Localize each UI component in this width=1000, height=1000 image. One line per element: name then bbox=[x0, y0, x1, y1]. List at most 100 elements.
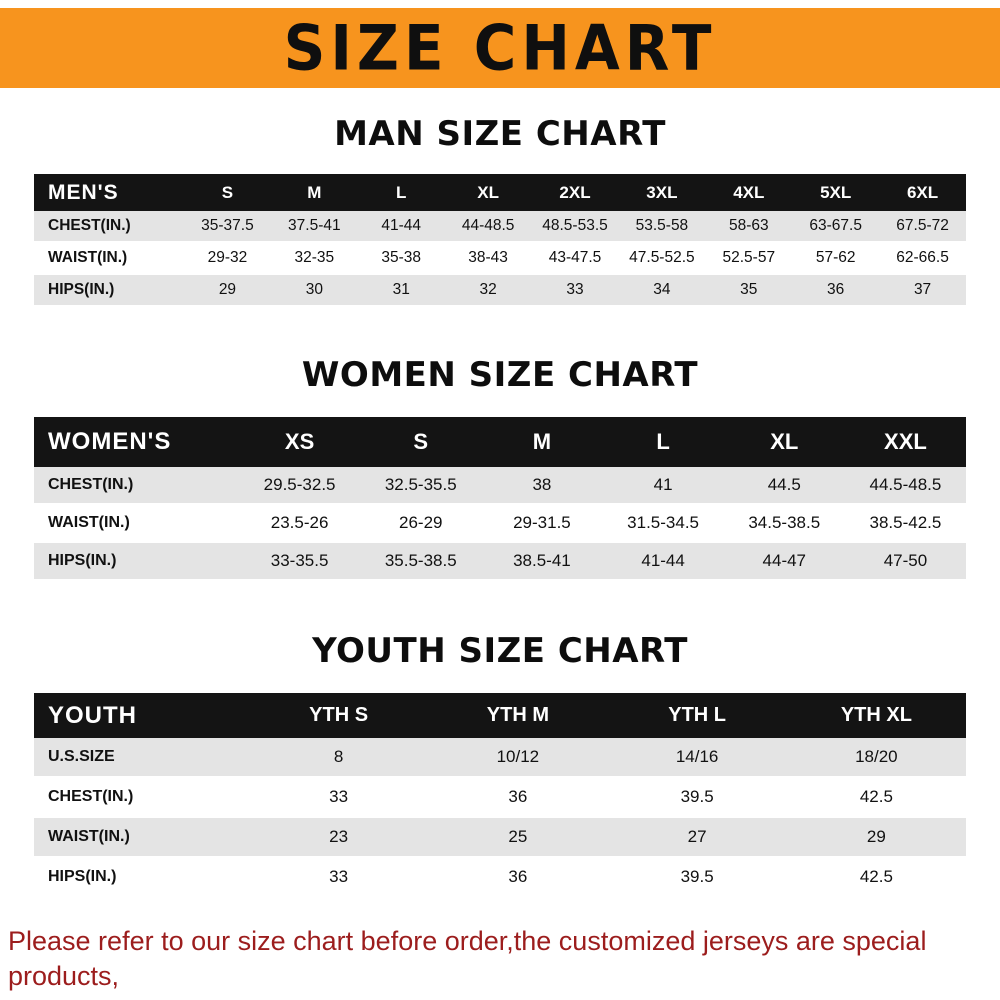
table-header-row: MEN'S S M L XL 2XL 3XL 4XL 5XL 6XL bbox=[34, 174, 966, 211]
size-value: 67.5-72 bbox=[896, 217, 949, 234]
size-value: 58-63 bbox=[728, 217, 769, 234]
row-label: HIPS(IN.) bbox=[48, 281, 115, 298]
table-corner-label: WOMEN'S bbox=[48, 428, 172, 455]
size-value: 10/12 bbox=[496, 747, 540, 766]
section-title: MAN SIZE CHART bbox=[334, 114, 666, 154]
column-header: M bbox=[532, 429, 552, 454]
size-value: 23.5-26 bbox=[270, 513, 329, 532]
section-title: WOMEN SIZE CHART bbox=[301, 355, 699, 395]
size-value: 39.5 bbox=[680, 787, 714, 806]
table-row: WAIST(IN.) 23 25 27 29 bbox=[34, 818, 966, 858]
size-value: 31.5-34.5 bbox=[627, 513, 700, 532]
size-value: 43-47.5 bbox=[548, 249, 602, 266]
size-value: 29 bbox=[218, 281, 237, 298]
table-corner-label: MEN'S bbox=[48, 180, 119, 204]
column-header: YTH L bbox=[668, 704, 727, 726]
column-header: 3XL bbox=[646, 182, 678, 202]
disclaimer-line-2: we don't accept cancel, change, teturn o… bbox=[8, 994, 990, 1000]
column-header: YTH XL bbox=[840, 704, 912, 726]
size-value: 62-66.5 bbox=[896, 249, 949, 266]
size-value: 23 bbox=[329, 827, 349, 846]
table-row: WAIST(IN.) 29-32 32-35 35-38 38-43 43-47.5 47.… bbox=[34, 243, 966, 275]
table-corner-label: YOUTH bbox=[48, 701, 137, 729]
size-value: 29 bbox=[866, 827, 886, 846]
size-value: 36 bbox=[508, 787, 528, 806]
table-row: HIPS(IN.) 33 36 39.5 42.5 bbox=[34, 858, 966, 898]
size-value: 18/20 bbox=[855, 747, 898, 766]
size-table: MEN'S S M L XL 2XL 3XL 4XL 5XL 6XL CHEST(IN.) 35-37… bbox=[34, 174, 966, 307]
size-value: 37 bbox=[913, 281, 932, 298]
size-value: 44.5 bbox=[767, 475, 801, 494]
size-chart-section: WOMEN SIZE CHART WOMEN'S XS S M L XL XXL CHEST(I… bbox=[0, 355, 1000, 581]
size-value: 35-37.5 bbox=[201, 217, 254, 234]
table-row: U.S.SIZE 8 10/12 14/16 18/20 bbox=[34, 738, 966, 778]
size-value: 34 bbox=[653, 281, 671, 298]
size-value: 44-48.5 bbox=[461, 217, 515, 234]
size-value: 32 bbox=[479, 281, 497, 298]
size-value: 53.5-58 bbox=[635, 217, 689, 234]
size-value: 8 bbox=[333, 747, 344, 766]
table-row: HIPS(IN.) 33-35.5 35.5-38.5 38.5-41 41-44 44-… bbox=[34, 543, 966, 581]
disclaimer-line-1: Please refer to our size chart before or… bbox=[8, 926, 927, 992]
size-value: 42.5 bbox=[859, 787, 893, 806]
column-header: XS bbox=[284, 429, 315, 454]
size-value: 14/16 bbox=[675, 747, 719, 766]
row-label: HIPS(IN.) bbox=[48, 868, 117, 885]
page-title: SIZE CHART bbox=[283, 11, 717, 85]
size-value: 31 bbox=[392, 281, 410, 298]
size-value: 38 bbox=[532, 475, 552, 494]
row-label: CHEST(IN.) bbox=[48, 476, 134, 493]
table-header-row: YOUTH YTH S YTH M YTH L YTH XL bbox=[34, 693, 966, 738]
size-value: 35 bbox=[740, 281, 758, 298]
size-table: WOMEN'S XS S M L XL XXL CHEST(IN.) 29.5-32.5 32.5… bbox=[34, 417, 966, 581]
row-label: U.S.SIZE bbox=[48, 748, 115, 765]
table-row: CHEST(IN.) 35-37.5 37.5-41 41-44 44-48.5 48.5… bbox=[34, 211, 966, 243]
size-value: 38.5-42.5 bbox=[869, 513, 942, 532]
size-value: 29-31.5 bbox=[513, 513, 571, 532]
size-value: 26-29 bbox=[399, 513, 443, 532]
disclaimer: Please refer to our size chart before or… bbox=[8, 924, 990, 1000]
size-value: 47.5-52.5 bbox=[629, 249, 695, 266]
size-value: 42.5 bbox=[859, 867, 893, 886]
column-header: 5XL bbox=[820, 182, 852, 202]
size-value: 33 bbox=[329, 787, 349, 806]
size-value: 35-38 bbox=[381, 249, 422, 266]
size-value: 29.5-32.5 bbox=[263, 475, 336, 494]
row-label: WAIST(IN.) bbox=[48, 828, 130, 845]
column-header: 4XL bbox=[733, 182, 765, 202]
column-header: XL bbox=[770, 429, 799, 454]
size-value: 33-35.5 bbox=[270, 551, 329, 570]
size-value: 41 bbox=[653, 475, 673, 494]
size-value: 39.5 bbox=[680, 867, 714, 886]
column-header: YTH S bbox=[309, 704, 369, 726]
table-row: HIPS(IN.) 29 30 31 32 33 34 35 36 37 bbox=[34, 275, 966, 307]
size-value: 63-67.5 bbox=[809, 217, 862, 234]
size-value: 52.5-57 bbox=[722, 249, 776, 266]
size-value: 48.5-53.5 bbox=[542, 217, 608, 234]
column-header: L bbox=[396, 182, 407, 202]
column-header: L bbox=[656, 429, 670, 454]
size-value: 25 bbox=[508, 827, 528, 846]
size-value: 41-44 bbox=[641, 551, 685, 570]
column-header: XL bbox=[477, 182, 499, 202]
size-value: 27 bbox=[687, 827, 707, 846]
charts-host: MAN SIZE CHART MEN'S S M L XL 2XL 3XL 4XL 5XL 6XL C… bbox=[0, 114, 1000, 898]
size-value: 32.5-35.5 bbox=[384, 475, 457, 494]
banner: SIZE CHART bbox=[0, 8, 1000, 88]
size-value: 47-50 bbox=[883, 551, 928, 570]
size-value: 34.5-38.5 bbox=[748, 513, 821, 532]
table-row: CHEST(IN.) 29.5-32.5 32.5-35.5 38 41 44.5 44.5… bbox=[34, 467, 966, 505]
size-value: 41-44 bbox=[381, 217, 422, 234]
row-label: HIPS(IN.) bbox=[48, 552, 117, 569]
size-value: 36 bbox=[508, 867, 528, 886]
size-value: 38.5-41 bbox=[513, 551, 571, 570]
row-label: WAIST(IN.) bbox=[48, 249, 128, 266]
column-header: 6XL bbox=[906, 182, 939, 202]
row-label: WAIST(IN.) bbox=[48, 514, 130, 531]
column-header: S bbox=[221, 182, 234, 202]
column-header: S bbox=[413, 429, 429, 454]
row-label: CHEST(IN.) bbox=[48, 217, 131, 234]
size-chart-section: MAN SIZE CHART MEN'S S M L XL 2XL 3XL 4XL 5XL 6XL C… bbox=[0, 114, 1000, 307]
size-value: 44-47 bbox=[762, 551, 807, 570]
column-header: XXL bbox=[884, 429, 927, 454]
